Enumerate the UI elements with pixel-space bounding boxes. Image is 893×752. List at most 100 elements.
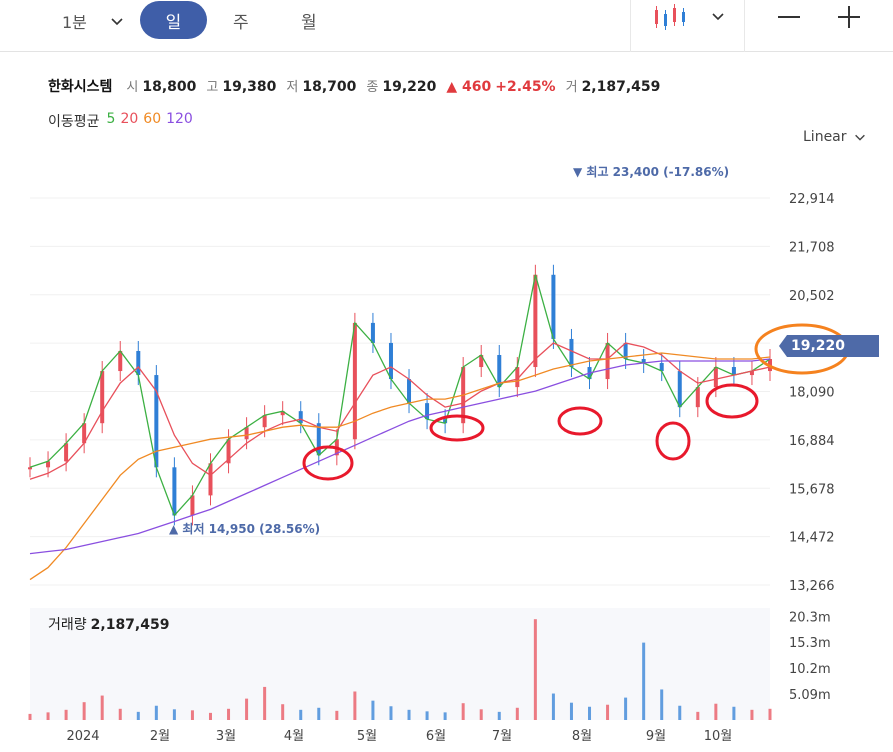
- volume-bar: [606, 704, 610, 720]
- zoom-in-icon[interactable]: [838, 6, 860, 28]
- volume-bar: [443, 712, 447, 720]
- high-value: 19,380: [222, 79, 277, 95]
- candle-body: [262, 415, 267, 428]
- candle-body: [118, 350, 123, 372]
- candle-body: [731, 367, 736, 376]
- price-tick-label: 18,090: [789, 386, 835, 401]
- volume-panel-label: 거래량: [48, 617, 87, 633]
- volume-bar: [82, 702, 86, 720]
- tab-weekly[interactable]: 주: [233, 8, 249, 33]
- candle-body: [659, 363, 664, 372]
- volume-bar: [100, 695, 104, 720]
- price-axis: 22,91421,70820,50219,29618,09016,88415,6…: [789, 192, 835, 594]
- volume-bar: [335, 710, 339, 720]
- volume-bar: [118, 708, 122, 720]
- volume-axis: 20.3m 15.3m 10.2m 5.09m: [789, 611, 831, 703]
- low-label: 저: [286, 80, 299, 95]
- change-percent: +2.45%: [495, 79, 556, 95]
- candle-body: [749, 371, 754, 376]
- volume-bar: [732, 706, 736, 720]
- ma-120-line: [29, 358, 771, 555]
- volume-bar: [64, 709, 68, 720]
- volume-bar: [227, 708, 231, 720]
- price-tick-label: 21,708: [789, 240, 835, 255]
- volume-bar: [245, 698, 249, 720]
- volume-bar: [172, 709, 176, 720]
- red-circle-annotation: [429, 414, 485, 442]
- volume-bars: [28, 608, 772, 720]
- volume-bar: [28, 713, 32, 720]
- tab-monthly[interactable]: 월: [301, 8, 317, 33]
- close-value: 19,220: [382, 79, 437, 95]
- price-tick-label: 14,472: [789, 531, 835, 546]
- volume-bar: [696, 711, 700, 720]
- volume-label: 거: [565, 80, 578, 95]
- candle-body: [154, 375, 159, 468]
- tab-weekly-label: 주: [233, 13, 249, 33]
- volume-tick-label: 15.3m: [789, 636, 831, 651]
- candle-body: [28, 467, 32, 470]
- volume-panel-title: 거래량 2,187,459: [48, 614, 169, 634]
- candle-body: [82, 423, 87, 444]
- volume-bar: [425, 711, 429, 720]
- chart-type-chevron-icon[interactable]: [710, 8, 726, 24]
- current-price-value: 19,220: [791, 338, 846, 354]
- current-price-tag: 19,220: [779, 335, 879, 357]
- scale-select[interactable]: Linear: [803, 129, 867, 145]
- candle-body: [226, 439, 231, 464]
- volume-bar: [317, 707, 321, 720]
- candles-layer: [28, 264, 772, 526]
- candle-body: [46, 461, 51, 468]
- candle-body: [641, 359, 646, 364]
- volume-bar: [281, 704, 285, 720]
- low-annotation: ▲ 최저 14,950 (28.56%): [169, 521, 320, 536]
- volume-value: 2,187,459: [581, 79, 661, 95]
- moving-average-legend: 이동평균 5 20 60 120: [48, 111, 193, 131]
- volume-bar: [154, 705, 158, 720]
- tab-daily[interactable]: 일: [140, 1, 207, 39]
- time-tick-label: 2월: [150, 729, 170, 744]
- stock-info: 한화시스템 시 18,800 고 19,380 저 18,700 종 19,220 ▲ …: [48, 76, 666, 96]
- volume-bar: [389, 706, 393, 720]
- candle-body: [605, 342, 610, 380]
- candle-body: [569, 338, 574, 368]
- volume-bar: [569, 702, 573, 720]
- candle-body: [280, 411, 285, 416]
- volume-bar: [660, 689, 664, 720]
- ma-60-label: 60: [143, 111, 162, 127]
- time-tick-label: 7월: [492, 729, 512, 744]
- volume-bar: [461, 703, 465, 720]
- high-annotation: ▼ 최고 23,400 (-17.86%): [573, 164, 729, 179]
- candle-body: [388, 342, 393, 380]
- moving-average-lines: [29, 274, 771, 581]
- price-tick-label: 13,266: [789, 579, 835, 594]
- low-value: 18,700: [302, 79, 357, 95]
- time-tick-label: 5월: [357, 729, 377, 744]
- ma-20-label: 20: [120, 111, 139, 127]
- candlestick-chart-icon[interactable]: [652, 4, 688, 32]
- chart-toolbar: 1분 일 주 월: [0, 0, 893, 52]
- volume-bar: [642, 642, 646, 720]
- time-tick-label: 10월: [704, 729, 733, 744]
- ma-20-line: [29, 342, 771, 480]
- tab-monthly-label: 월: [301, 13, 317, 33]
- toolbar-divider: [630, 0, 631, 52]
- candle-body: [533, 274, 538, 368]
- candle-body: [623, 342, 628, 360]
- chart-annotations: ▼ 최고 23,400 (-17.86%) ▲ 최저 14,950 (28.56%…: [169, 164, 850, 536]
- volume-bar: [624, 697, 628, 720]
- candle-body: [515, 367, 520, 388]
- volume-bar: [46, 712, 50, 720]
- zoom-out-icon[interactable]: [778, 16, 800, 18]
- volume-bar: [353, 691, 357, 720]
- volume-bar: [497, 711, 501, 720]
- candle-body: [425, 403, 430, 420]
- ma-5-line: [29, 274, 771, 517]
- candle-body: [551, 274, 556, 339]
- interval-select[interactable]: 1분: [62, 8, 125, 34]
- volume-bar: [551, 693, 555, 720]
- volume-tick-label: 20.3m: [789, 611, 831, 626]
- volume-bar: [533, 619, 537, 720]
- chevron-down-icon: [111, 18, 123, 26]
